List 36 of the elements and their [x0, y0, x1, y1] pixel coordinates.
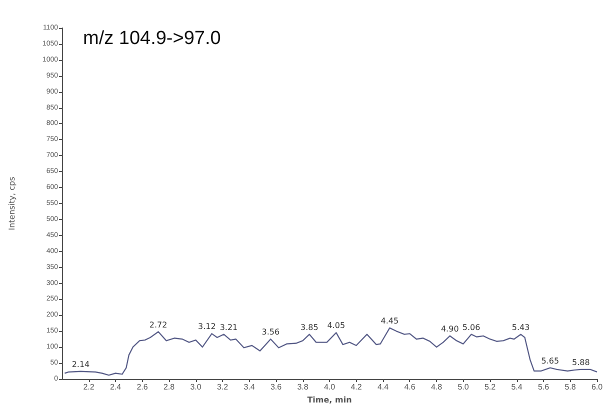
x-tick-label: 5.8 [564, 382, 576, 392]
annotation: 3.56 [262, 328, 280, 337]
annotation: 4.90 [440, 324, 459, 334]
x-tick-label: 3.0 [190, 382, 202, 392]
annotation: 3.12 [198, 322, 216, 332]
x-axis-title: Time, min [307, 396, 352, 404]
x-tick-label: 3.6 [270, 382, 282, 392]
x-tick-label: 4.8 [430, 382, 443, 392]
annotation: 5.65 [541, 356, 560, 366]
chart-title: m/z 104.9->97.0 [83, 28, 221, 49]
x-tick-label: 2.4 [110, 382, 122, 392]
annotation: 3.21 [220, 322, 238, 332]
x-tick-label: 2.2 [83, 382, 95, 392]
annotation: 4.45 [380, 316, 399, 326]
x-tick-label: 3.8 [297, 382, 309, 392]
x-tick-label: 3.2 [216, 382, 229, 392]
x-tick-label: 5.2 [484, 382, 496, 392]
annotation: 3.85 [300, 322, 318, 332]
annotation: 4.05 [327, 321, 346, 330]
annotation: 5.06 [462, 322, 480, 332]
annotation: 2.72 [149, 320, 168, 330]
x-tick-label: 5.6 [538, 382, 550, 392]
x-tick-label: 5.4 [511, 382, 523, 392]
x-tick-label: 6.0 [591, 382, 604, 392]
x-tick-label: 4.0 [324, 382, 336, 392]
x-tick-label: 4.6 [404, 382, 416, 392]
x-tick-label: 4.4 [377, 382, 390, 392]
annotation: 2.14 [72, 360, 90, 369]
x-tick-label: 4.2 [350, 382, 362, 392]
x-tick-label: 2.8 [163, 382, 176, 392]
x-tick-label: 5.0 [458, 382, 470, 392]
y-axis-title: Intensity, cps [8, 176, 16, 230]
x-tick-label: 2.6 [136, 382, 148, 392]
annotation: 5.88 [572, 358, 590, 367]
x-tick-label: 3.4 [244, 382, 256, 392]
annotation: 5.43 [512, 322, 530, 332]
